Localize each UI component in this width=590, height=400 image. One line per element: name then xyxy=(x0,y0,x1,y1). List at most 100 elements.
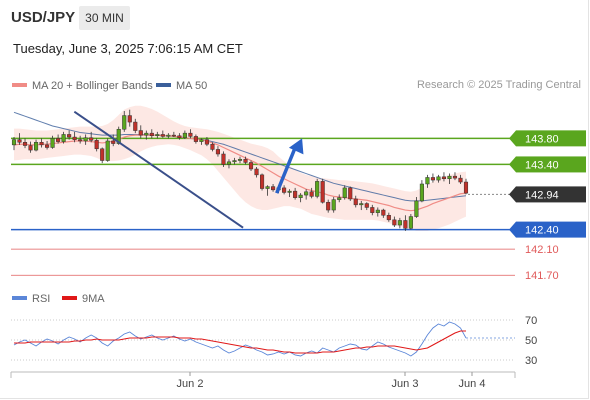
candle-bull xyxy=(232,160,237,163)
candle-bull xyxy=(408,216,413,229)
candle-bear xyxy=(67,134,72,138)
candle-bear xyxy=(160,134,165,137)
candle-bull xyxy=(447,175,452,180)
rsi-tick-70: 70 xyxy=(525,315,537,327)
candle-bear xyxy=(100,148,105,161)
projection-arrow-head xyxy=(288,138,304,155)
level-label-pointer xyxy=(509,186,516,203)
candle-bull xyxy=(419,183,424,202)
level-label-142-40: 142.40 xyxy=(525,225,559,237)
legend-ma20: MA 20 + Bollinger Bands xyxy=(12,79,153,93)
candle-bull xyxy=(342,187,347,198)
legend-ma50: MA 50 xyxy=(156,79,207,93)
x-tick-label-jun-4: Jun 4 xyxy=(459,378,486,390)
candle-bear xyxy=(127,115,132,123)
level-label-pointer xyxy=(509,130,516,147)
candle-bull xyxy=(287,190,292,193)
candle-bear xyxy=(386,215,391,221)
rsi-line xyxy=(13,321,467,357)
candle-bear xyxy=(353,198,358,206)
candle-bull xyxy=(265,186,270,189)
level-label-bg-143-40 xyxy=(516,156,586,173)
candle-bear xyxy=(271,186,276,191)
legend-ma50-label: MA 50 xyxy=(176,80,208,92)
candle-bear xyxy=(348,187,353,200)
candle-bull xyxy=(304,191,309,196)
level-label-143-40: 143.40 xyxy=(525,159,559,171)
x-tick-label-jun-2: Jun 2 xyxy=(177,378,204,390)
rsi-tick-50: 50 xyxy=(525,335,537,347)
level-label-142-94: 142.94 xyxy=(525,189,559,201)
candle-bull xyxy=(122,115,127,130)
candle-bear xyxy=(22,142,28,146)
candle-bear xyxy=(39,142,44,146)
candle-bear xyxy=(364,203,369,208)
candle-bull xyxy=(226,161,232,165)
candle-bull xyxy=(50,138,55,148)
projection-arrow-shaft xyxy=(275,144,298,194)
level-label-143-80: 143.80 xyxy=(525,133,559,145)
rsi-swatch xyxy=(12,296,27,301)
candle-bear xyxy=(282,187,287,193)
candle-bear xyxy=(177,135,182,138)
candle-bull xyxy=(199,139,204,142)
candle-bear xyxy=(89,137,94,141)
candle-bull xyxy=(436,176,441,181)
symbol-title: USD/JPY xyxy=(11,9,76,26)
header-bar: USD/JPY 30 MIN xyxy=(0,0,590,36)
candle-bear xyxy=(259,174,265,189)
candle-bear xyxy=(17,139,22,143)
candle-bear xyxy=(309,191,314,197)
candle-bear xyxy=(243,158,248,163)
rsi-9ma-line xyxy=(14,330,466,354)
candle-bear xyxy=(111,140,116,144)
candle-bear xyxy=(463,181,469,194)
candle-bull xyxy=(359,203,364,206)
candle-bear xyxy=(458,177,463,183)
candle-bear xyxy=(94,140,99,150)
candle-bear xyxy=(149,132,154,137)
rsi-tick-30: 30 xyxy=(525,355,537,367)
candle-bull xyxy=(237,158,243,161)
candle-bear xyxy=(293,190,298,198)
level-label-bg-142-94 xyxy=(516,186,586,203)
candle-bear xyxy=(248,162,254,170)
candle-bull xyxy=(331,199,336,211)
level-label-142-10: 142.10 xyxy=(525,244,559,256)
legend-ma20-label: MA 20 + Bollinger Bands xyxy=(32,80,153,92)
candle-bull xyxy=(33,142,39,151)
candle-bull xyxy=(116,128,121,144)
bollinger-band xyxy=(14,105,466,231)
candle-bear xyxy=(78,139,83,142)
candle-bear xyxy=(45,144,50,148)
candle-bear xyxy=(254,168,259,176)
timeframe-button[interactable]: 30 MIN xyxy=(79,6,130,30)
rsi-chart: 70 50 30 Jun 2 Jun 3 Jun 4 xyxy=(10,315,537,390)
candle-bull xyxy=(83,137,88,142)
candle-bear xyxy=(441,176,447,180)
candle-bear xyxy=(204,139,209,145)
candle-bear xyxy=(392,219,397,226)
candle-bull xyxy=(337,197,342,200)
price-chart: 143.80 143.40 142.94 142.40 142.10 141.70 xyxy=(11,105,586,282)
copyright-text: Research © 2025 Trading Central xyxy=(416,79,581,91)
candle-bear xyxy=(215,149,221,155)
x-tick-label-jun-3: Jun 3 xyxy=(392,378,419,390)
candle-bear xyxy=(370,207,375,213)
timestamp: Tuesday, June 3, 2025 7:06:15 AM CET xyxy=(13,41,243,56)
candle-bull xyxy=(375,209,380,213)
candle-bull xyxy=(11,139,17,146)
ma20-line xyxy=(13,134,467,212)
candle-bull xyxy=(144,132,149,136)
level-label-pointer xyxy=(509,156,516,173)
level-label-bg-143-80 xyxy=(516,130,586,147)
candle-bear xyxy=(381,209,386,216)
candle-bear xyxy=(320,181,325,203)
legend-rsi-label: RSI xyxy=(32,293,51,305)
candle-bear xyxy=(193,136,198,142)
candle-bear xyxy=(188,132,193,137)
candle-bull xyxy=(397,220,402,226)
downtrend-line xyxy=(73,110,244,229)
candle-bear xyxy=(326,201,331,211)
